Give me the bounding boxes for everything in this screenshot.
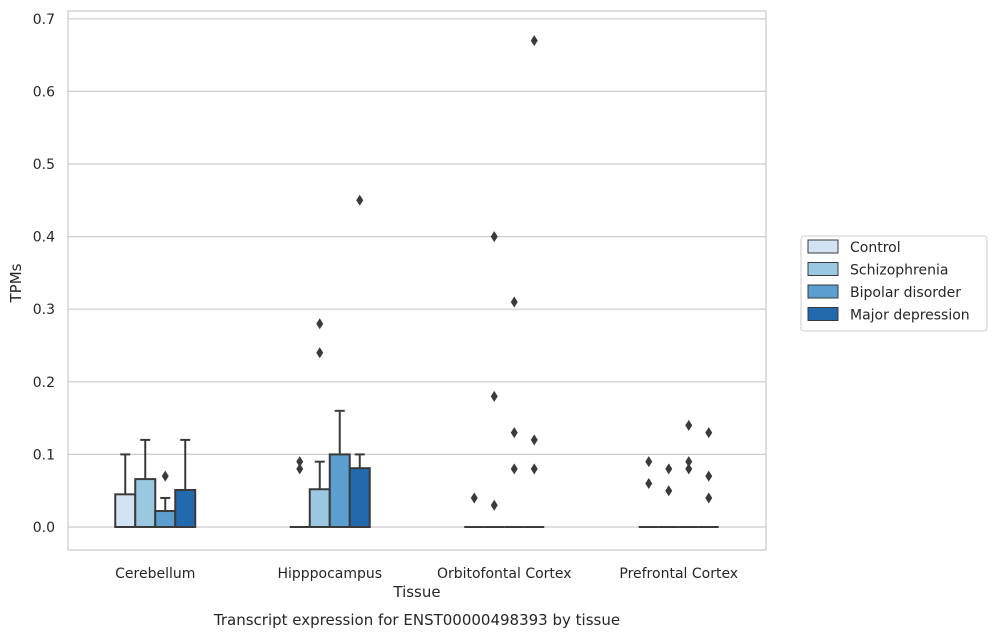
outlier-point <box>705 492 713 504</box>
box-group <box>484 231 505 528</box>
box-group <box>698 427 719 528</box>
outlier-point <box>685 419 693 431</box>
legend-label: Schizophrenia <box>850 263 948 279</box>
legend-label: Major depression <box>850 308 970 324</box>
box <box>174 488 197 528</box>
legend-swatch <box>807 262 839 276</box>
x-tick-label: Hipppocampus <box>277 566 382 582</box>
box-group <box>174 438 197 528</box>
box-group <box>504 296 525 528</box>
legend-label: Control <box>850 240 901 256</box>
y-tick-label: 0.4 <box>33 230 55 246</box>
chart-title: Transcript expression for ENST0000049839… <box>213 611 620 629</box>
box-group <box>658 463 679 528</box>
box <box>134 478 157 529</box>
box-group <box>114 453 137 528</box>
y-tick-label: 0.5 <box>33 157 55 173</box>
legend-label: Bipolar disorder <box>850 285 961 301</box>
outlier-point <box>530 35 538 47</box>
x-tick-label: Prefrontal Cortex <box>619 566 738 582</box>
x-axis-label: Tissue <box>392 583 440 601</box>
box-group <box>154 470 177 529</box>
y-tick-label: 0.2 <box>33 375 55 391</box>
box-marks <box>114 35 719 529</box>
legend-items: Control Schizophrenia Bipolar disorder Majo… <box>807 239 970 324</box>
outlier-point <box>510 296 518 308</box>
box <box>154 510 177 529</box>
box-group <box>289 456 310 528</box>
legend-frame <box>800 235 988 332</box>
outlier-point <box>296 456 304 468</box>
outlier-point <box>510 463 518 475</box>
plot-frame <box>67 10 767 551</box>
outlier-point <box>530 463 538 475</box>
outlier-point <box>490 499 498 511</box>
box <box>348 467 371 528</box>
y-tick-label: 0.1 <box>33 447 55 463</box>
y-axis-label: TPMs <box>7 263 25 303</box>
legend-swatch <box>807 239 839 254</box>
x-tick-labels: Cerebellum Hipppocampus Orbitofontal Corte… <box>115 566 738 582</box>
outlier-point <box>356 194 364 206</box>
box-group <box>524 35 545 528</box>
outlier-point <box>685 456 693 468</box>
y-tick-label: 0.0 <box>33 520 55 536</box>
box-group <box>638 456 659 528</box>
x-tick-label: Orbitofontal Cortex <box>437 566 572 582</box>
y-tick-label: 0.6 <box>33 84 55 100</box>
outlier-point <box>530 434 538 446</box>
box <box>328 453 351 528</box>
outlier-point <box>470 492 478 504</box>
outlier-point <box>705 427 713 439</box>
outlier-point <box>645 477 653 489</box>
outlier-point <box>161 470 169 482</box>
outlier-point <box>490 231 498 243</box>
outlier-point <box>490 390 498 402</box>
legend-swatch <box>807 284 839 299</box>
box <box>114 493 137 528</box>
outlier-point <box>665 463 673 475</box>
outlier-point <box>296 463 304 475</box>
outlier-point <box>645 456 653 468</box>
y-tick-label: 0.3 <box>33 302 55 318</box>
box-group <box>134 438 157 529</box>
x-tick-label: Cerebellum <box>115 566 195 582</box>
outlier-point <box>685 463 693 475</box>
y-tick-label: 0.7 <box>33 12 55 28</box>
box-group <box>348 194 371 528</box>
box-group <box>678 419 699 528</box>
outlier-point <box>316 318 324 330</box>
outlier-point <box>510 427 518 439</box>
legend-swatch <box>807 307 839 321</box>
outlier-point <box>665 485 673 497</box>
outlier-point <box>316 347 324 359</box>
y-tick-labels: 0.0 0.1 0.2 0.3 0.4 0.5 0.6 0.7 <box>33 12 55 536</box>
legend: Control Schizophrenia Bipolar disorder Majo… <box>800 235 988 332</box>
outlier-point <box>705 470 713 482</box>
box-group <box>464 492 485 528</box>
box <box>308 488 331 528</box>
